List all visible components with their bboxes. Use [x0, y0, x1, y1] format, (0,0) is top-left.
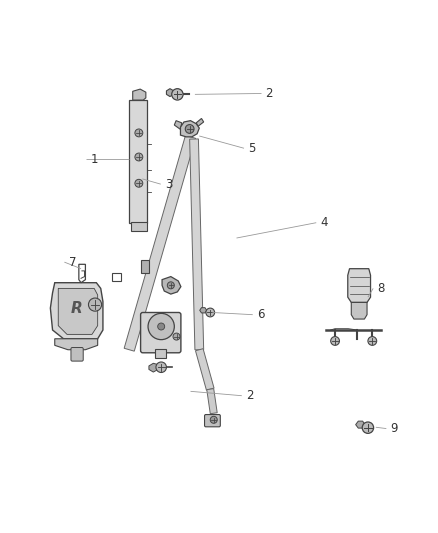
Polygon shape	[195, 349, 214, 390]
Circle shape	[331, 336, 339, 345]
Polygon shape	[200, 308, 207, 313]
Circle shape	[368, 336, 377, 345]
Polygon shape	[190, 139, 204, 350]
Text: 9: 9	[390, 422, 398, 435]
FancyBboxPatch shape	[131, 222, 147, 231]
Text: 4: 4	[320, 216, 328, 229]
FancyBboxPatch shape	[141, 312, 181, 353]
Circle shape	[158, 323, 165, 330]
Circle shape	[135, 179, 143, 187]
Polygon shape	[348, 269, 371, 302]
Polygon shape	[58, 288, 98, 334]
Polygon shape	[351, 302, 367, 319]
Polygon shape	[356, 421, 365, 428]
FancyBboxPatch shape	[71, 348, 83, 361]
Circle shape	[88, 298, 102, 311]
Polygon shape	[166, 88, 174, 96]
Polygon shape	[124, 135, 196, 351]
Text: 2: 2	[246, 389, 254, 402]
Text: R: R	[71, 301, 82, 316]
Polygon shape	[149, 364, 158, 372]
Polygon shape	[180, 120, 199, 137]
Text: 5: 5	[248, 142, 255, 155]
Circle shape	[172, 88, 183, 100]
Polygon shape	[207, 389, 217, 414]
FancyBboxPatch shape	[129, 100, 147, 223]
Polygon shape	[196, 118, 204, 126]
Circle shape	[167, 282, 174, 289]
Text: 1: 1	[90, 152, 98, 166]
Circle shape	[156, 362, 166, 373]
Circle shape	[206, 308, 215, 317]
Circle shape	[148, 313, 174, 340]
Text: 2: 2	[265, 87, 273, 100]
Circle shape	[135, 129, 143, 137]
FancyBboxPatch shape	[141, 260, 149, 273]
Polygon shape	[162, 277, 181, 294]
Circle shape	[362, 422, 374, 433]
Polygon shape	[133, 89, 146, 100]
Polygon shape	[50, 282, 103, 339]
FancyBboxPatch shape	[155, 349, 166, 359]
Circle shape	[135, 153, 143, 161]
Circle shape	[173, 333, 180, 340]
Text: 8: 8	[378, 282, 385, 295]
Polygon shape	[174, 120, 182, 130]
Circle shape	[210, 416, 217, 423]
Text: 6: 6	[257, 308, 265, 321]
Text: 7: 7	[68, 256, 76, 269]
FancyBboxPatch shape	[205, 415, 220, 427]
Text: 3: 3	[165, 177, 172, 191]
Polygon shape	[55, 339, 98, 350]
Circle shape	[185, 125, 194, 133]
